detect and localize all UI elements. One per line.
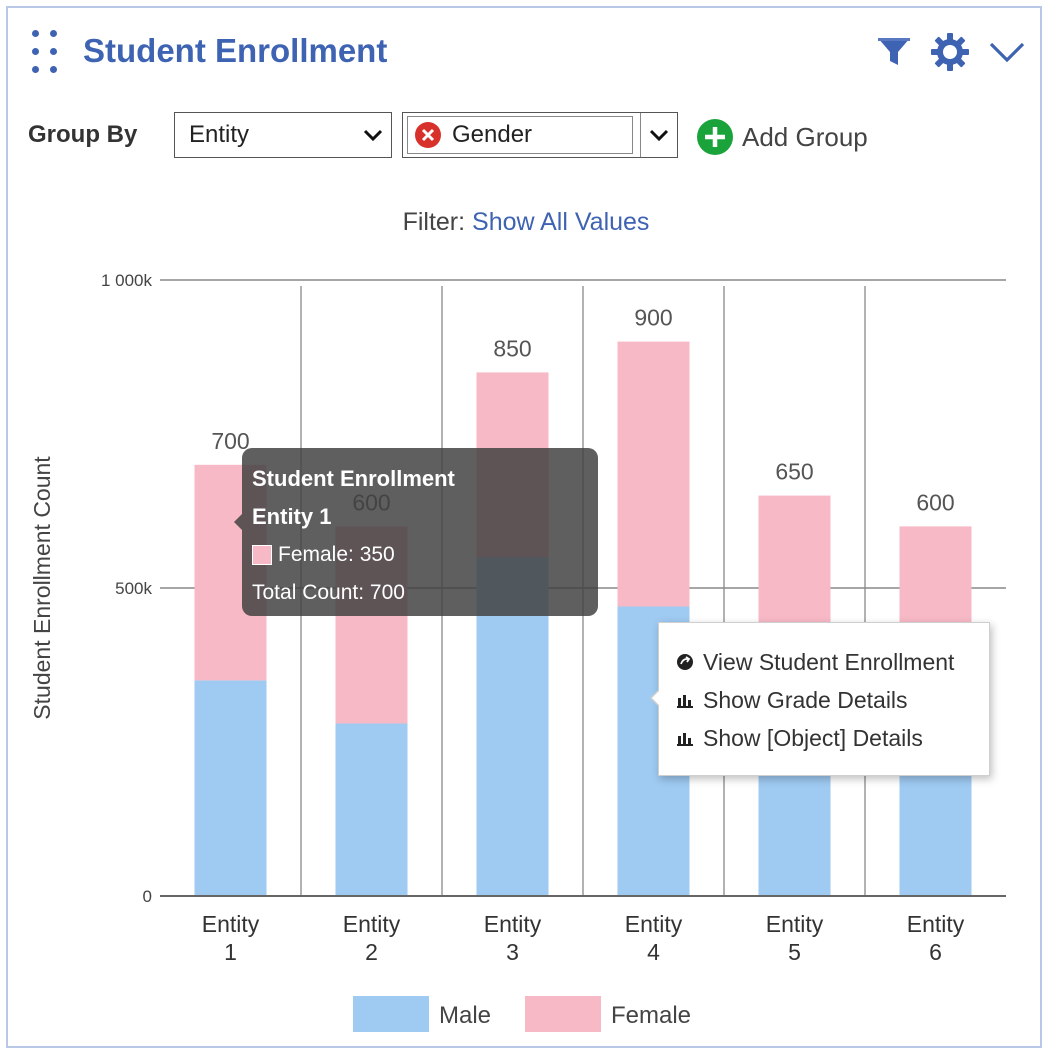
group-by-select-entity[interactable]: Entity <box>174 112 392 158</box>
bar-chart-icon <box>675 730 695 746</box>
x-tick-label: 3 <box>506 939 519 965</box>
filter-label: Filter: <box>402 208 466 236</box>
context-menu: View Student Enrollment Show Grade Detai… <box>650 622 990 776</box>
bar-male-2 <box>335 723 408 896</box>
legend-swatch-male <box>353 996 429 1032</box>
legend-label-male: Male <box>439 1002 491 1029</box>
add-group-label: Add Group <box>742 121 868 152</box>
menu-item-label: Show [Object] Details <box>703 724 923 751</box>
legend-swatch-female <box>525 996 601 1032</box>
data-label-total: 600 <box>916 489 954 515</box>
y-axis-label: Student Enrollment Count <box>29 456 55 720</box>
bar-female-4 <box>617 341 690 607</box>
menu-item-show-object-details[interactable]: Show [Object] Details <box>659 719 989 757</box>
tooltip-series-row: Female: 350 <box>252 536 588 574</box>
bar-chart-icon <box>675 692 695 708</box>
x-tick-label: Entity <box>907 911 965 937</box>
filter-icon[interactable] <box>876 34 912 70</box>
remove-group-icon[interactable] <box>414 121 442 149</box>
chevron-down-icon <box>355 128 391 142</box>
group-by-label: Group By <box>28 121 138 148</box>
x-tick-label: 1 <box>224 939 237 965</box>
legend-label-female: Female <box>611 1002 691 1029</box>
menu-item-view-student-enrollment[interactable]: View Student Enrollment <box>659 643 989 681</box>
open-circle-icon <box>675 653 695 671</box>
x-tick-label: 5 <box>788 939 801 965</box>
filter-status: Filter: Show All Values <box>8 208 1044 237</box>
select-value: Gender <box>452 121 533 148</box>
data-label-total: 700 <box>211 428 249 454</box>
x-tick-label: Entity <box>343 911 401 937</box>
chevron-down-icon <box>641 128 677 142</box>
menu-item-show-grade-details[interactable]: Show Grade Details <box>659 681 989 719</box>
x-tick-label: Entity <box>202 911 260 937</box>
chart-tooltip: Student Enrollment Entity 1 Female: 350 … <box>234 448 598 616</box>
data-label-total: 650 <box>775 459 813 485</box>
chevron-down-icon[interactable] <box>988 37 1026 67</box>
y-tick-label: 0 <box>143 887 152 906</box>
x-tick-label: Entity <box>766 911 824 937</box>
tooltip-series-text: Female: 350 <box>278 543 395 566</box>
x-tick-label: 6 <box>929 939 942 965</box>
y-tick-label: 500k <box>115 579 152 598</box>
select-value: Entity <box>189 121 250 148</box>
group-by-select-gender[interactable]: Gender <box>402 112 678 158</box>
menu-item-label: Show Grade Details <box>703 686 908 713</box>
x-tick-label: 2 <box>365 939 378 965</box>
tooltip-subtitle: Entity 1 <box>252 504 332 529</box>
widget-title: Student Enrollment <box>83 32 388 69</box>
x-tick-label: Entity <box>625 911 683 937</box>
data-label-total: 900 <box>634 305 672 331</box>
x-tick-label: Entity <box>484 911 542 937</box>
x-tick-label: 4 <box>647 939 660 965</box>
tooltip-swatch <box>252 545 272 565</box>
add-group-button[interactable]: Add Group <box>696 118 868 156</box>
drag-handle-icon[interactable] <box>30 30 62 80</box>
widget-panel: Student Enrollment <box>6 6 1042 1048</box>
select-divider <box>640 113 641 157</box>
menu-item-label: View Student Enrollment <box>703 648 955 675</box>
data-label-total: 850 <box>493 335 531 361</box>
gender-chip: Gender <box>407 116 633 154</box>
filter-value[interactable]: Show All Values <box>472 208 650 236</box>
y-tick-label: 1 000k <box>101 271 153 290</box>
header-actions <box>876 30 1026 74</box>
plus-circle-icon <box>697 119 733 155</box>
tooltip-total: Total Count: 700 <box>252 581 405 604</box>
gear-icon[interactable] <box>930 32 970 72</box>
bar-male-1 <box>194 680 267 896</box>
tooltip-title: Student Enrollment <box>252 466 455 491</box>
